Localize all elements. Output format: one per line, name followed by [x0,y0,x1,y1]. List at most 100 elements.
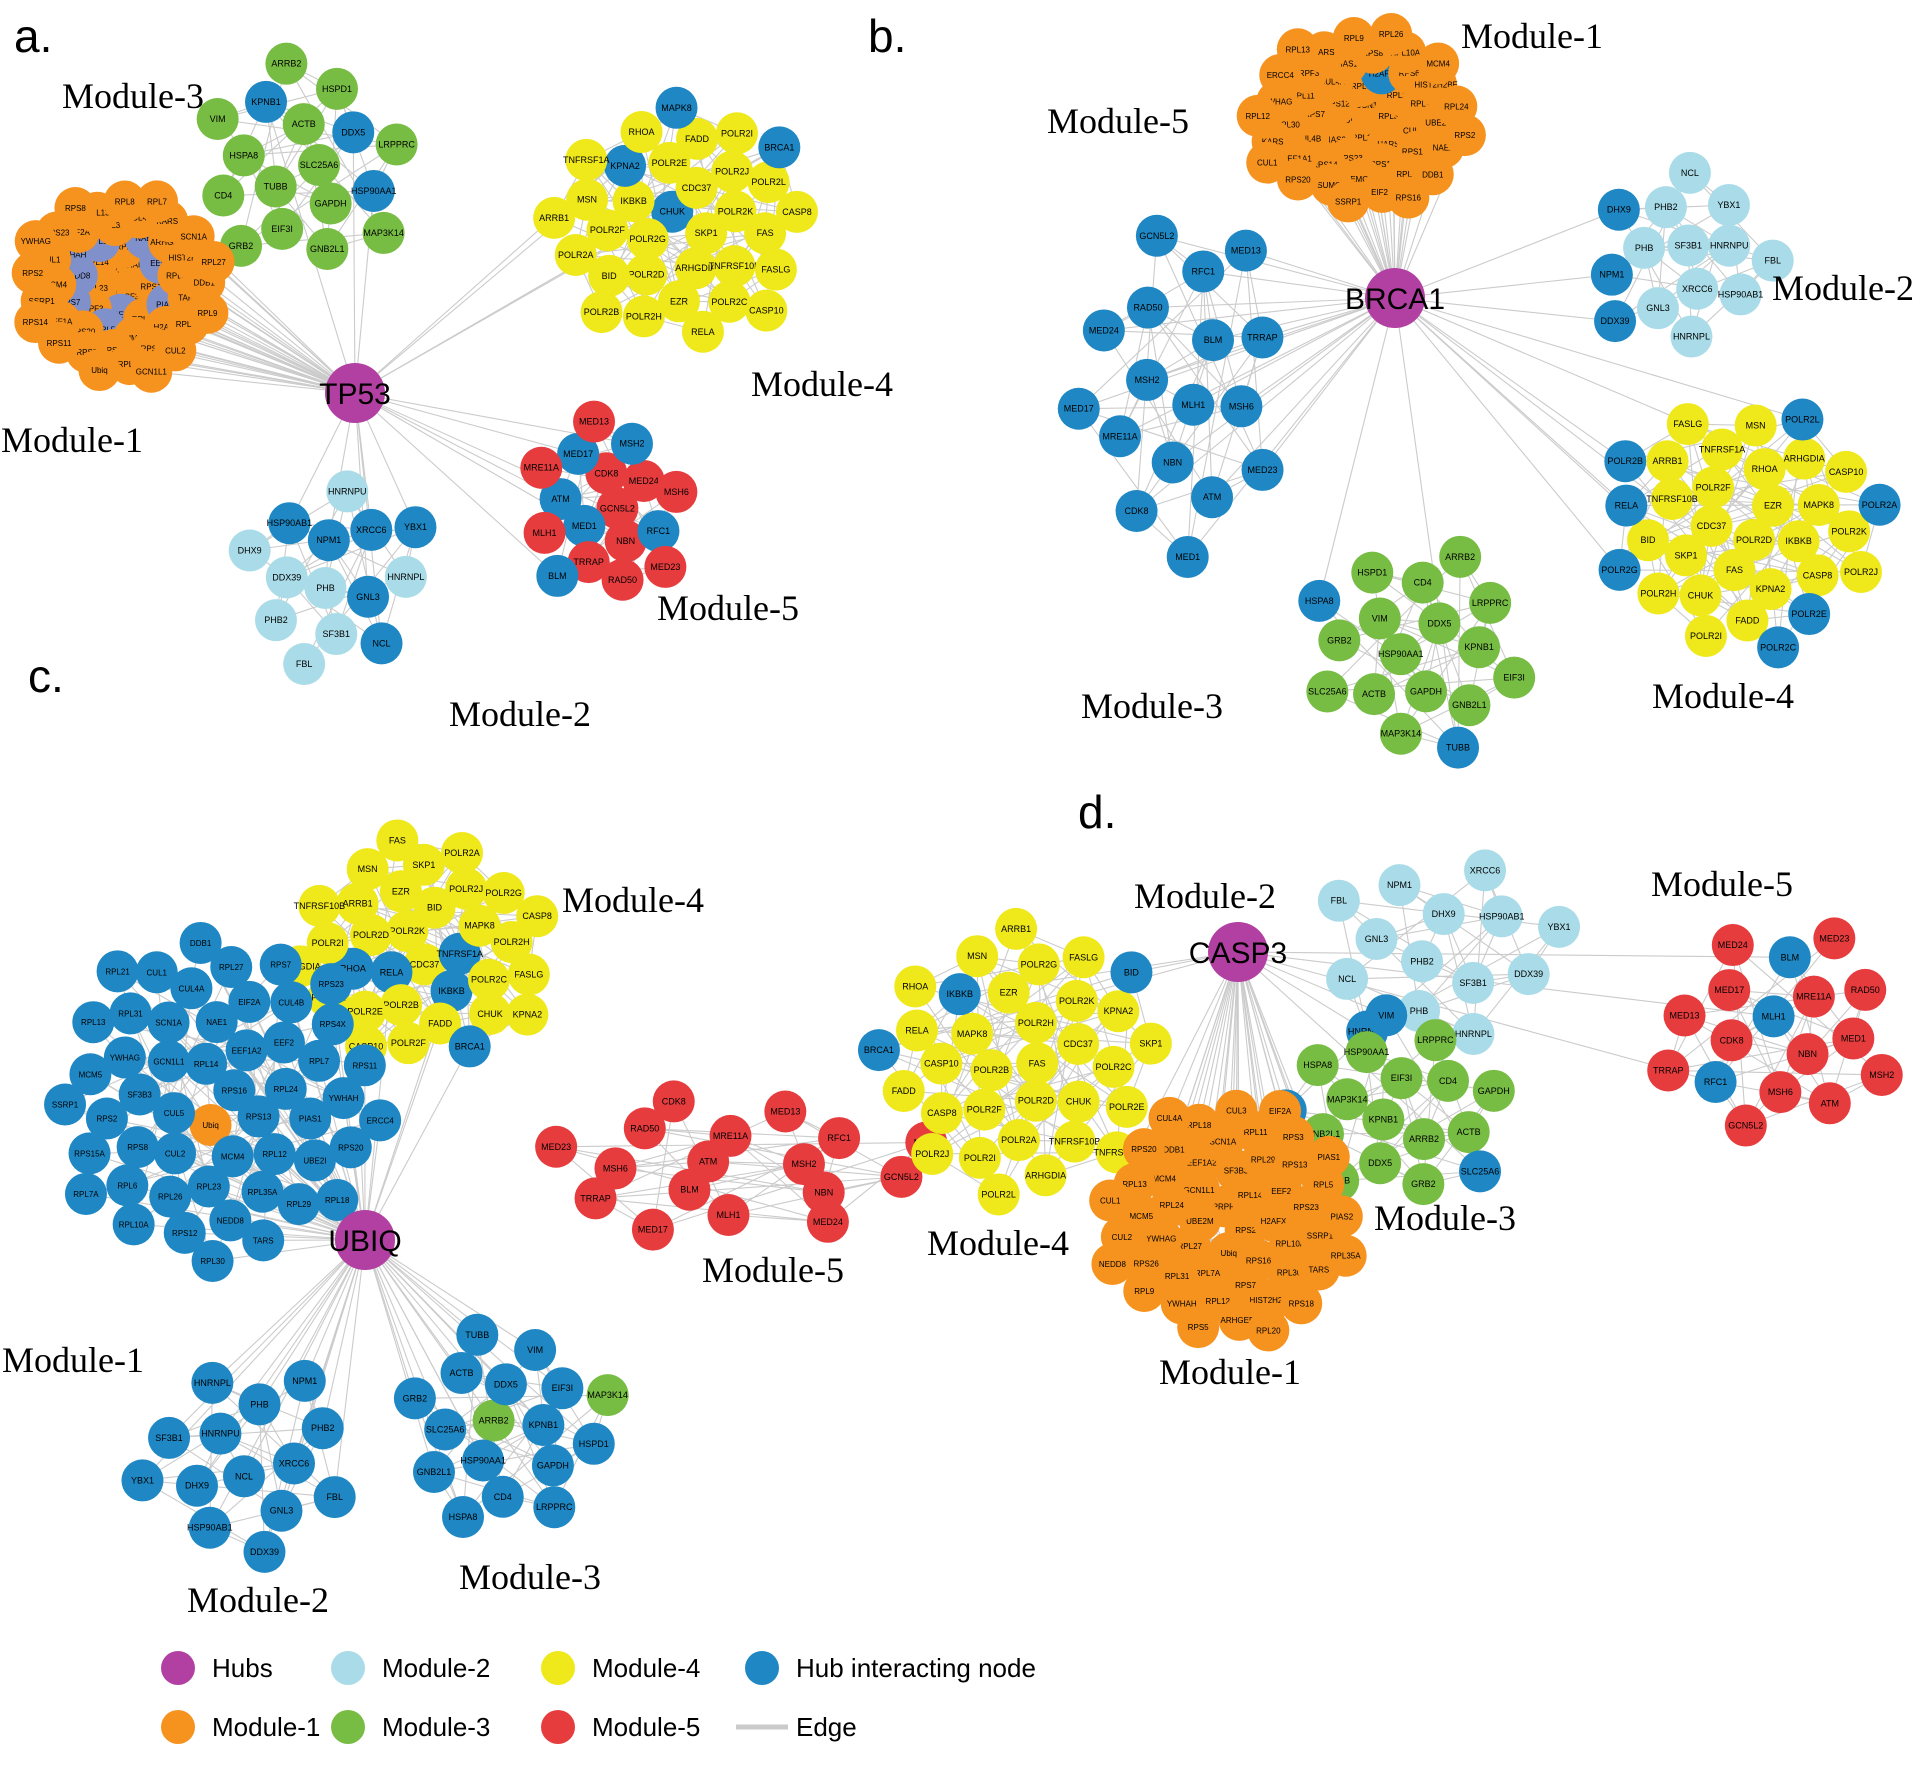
node-msh6[interactable] [1220,385,1263,428]
node-rpl8[interactable] [103,180,146,223]
node-rfc1[interactable] [1694,1061,1737,1104]
node-hnrnpu[interactable] [1708,224,1751,267]
node-rad50[interactable] [1844,968,1887,1011]
node-hspd1[interactable] [1351,551,1394,594]
node-xrcc6[interactable] [1676,267,1719,310]
node-map3k14[interactable] [1326,1078,1369,1121]
node-polr2b[interactable] [1604,440,1647,483]
node-casp10[interactable] [920,1042,963,1085]
node-hsp90aa1[interactable] [1379,633,1422,676]
node-ybx1[interactable] [1707,184,1750,227]
node-arhgdia[interactable] [1024,1154,1067,1197]
node-tnfrsf10b[interactable] [1053,1120,1096,1163]
node-msh2[interactable] [1860,1053,1903,1096]
node-cd4[interactable] [481,1475,524,1518]
node-kpnb1[interactable] [522,1404,565,1447]
node-rpl7a[interactable] [64,1172,107,1215]
node-hspa8[interactable] [442,1495,485,1538]
node-rpl7[interactable] [298,1039,341,1082]
node-cdc37[interactable] [403,943,446,986]
hub-node-brca1[interactable] [1365,268,1425,328]
node-fadd[interactable] [676,117,719,160]
node-rps7[interactable] [259,943,302,986]
node-sf3b1[interactable] [148,1416,191,1459]
node-rps23[interactable] [310,963,353,1006]
node-phb[interactable] [238,1383,281,1426]
node-fbl[interactable] [313,1476,356,1519]
node-xrcc6[interactable] [350,508,393,551]
node-tnfrsf10b[interactable] [1651,477,1694,520]
node-eif3i[interactable] [1380,1057,1423,1100]
node-polr2i[interactable] [1684,614,1727,657]
node-ncl[interactable] [1668,151,1711,194]
node-nedd8[interactable] [209,1199,252,1242]
node-casp8[interactable] [920,1092,963,1135]
node-hsp90aa1[interactable] [462,1439,505,1482]
node-cul2[interactable] [154,1132,197,1175]
node-tnfrsf10b[interactable] [713,245,756,288]
node-nedd8[interactable] [1091,1242,1134,1285]
node-eif2a[interactable] [228,980,271,1023]
node-polr2e[interactable] [1788,593,1831,636]
node-hsp90aa1[interactable] [1345,1031,1388,1074]
node-polr2f[interactable] [387,1022,430,1065]
node-hspa8[interactable] [222,134,265,177]
node-hsp90ab1[interactable] [268,502,311,545]
node-gcn5l2[interactable] [1135,214,1178,257]
node-fadd[interactable] [882,1069,925,1112]
node-gnl3[interactable] [1636,287,1679,330]
node-hspa8[interactable] [1296,1044,1339,1087]
node-rps12[interactable] [163,1211,206,1254]
node-cdk8[interactable] [1710,1019,1753,1062]
node-polr2b[interactable] [580,291,623,334]
node-bid[interactable] [413,886,456,929]
node-polr2d[interactable] [350,914,393,957]
node-rpl18[interactable] [316,1178,359,1221]
node-polr2a[interactable] [554,234,597,277]
node-map3k14[interactable] [1379,712,1422,755]
node-gcn5l2[interactable] [880,1155,923,1198]
node-polr2f[interactable] [586,209,629,252]
node-gnb2l1[interactable] [412,1451,455,1494]
node-dhx9[interactable] [1422,893,1465,936]
node-casp10[interactable] [1825,450,1868,493]
node-brca1[interactable] [448,1025,491,1068]
node-rad50[interactable] [623,1107,666,1150]
node-ybx1[interactable] [121,1459,164,1502]
node-ezr[interactable] [987,971,1030,1014]
node-med1[interactable] [1166,535,1209,578]
node-polr2k[interactable] [1828,510,1871,553]
node-cdc37[interactable] [1690,504,1733,547]
node-actb[interactable] [440,1351,483,1394]
node-faslg[interactable] [1062,936,1105,979]
node-polr2g[interactable] [1598,548,1641,591]
node-rela[interactable] [370,951,413,994]
node-map3k14[interactable] [586,1374,629,1417]
node-kpnb1[interactable] [1362,1098,1405,1141]
node-ddx39[interactable] [1507,953,1550,996]
node-med23[interactable] [1813,917,1856,960]
node-hsp90aa1[interactable] [352,169,395,212]
node-sf3b1[interactable] [315,613,358,656]
node-ywhag[interactable] [14,220,57,263]
node-cdk8[interactable] [1115,490,1158,533]
node-tubb[interactable] [456,1313,499,1356]
node-hnrnpl[interactable] [191,1361,234,1404]
node-mapk8[interactable] [1797,484,1840,527]
node-polr2a[interactable] [1858,483,1901,526]
node-rad50[interactable] [601,558,644,601]
node-ybx1[interactable] [1538,905,1581,948]
node-brca1[interactable] [758,126,801,169]
node-msh2[interactable] [1126,358,1169,401]
node-dhx9[interactable] [175,1464,218,1507]
node-rhoa[interactable] [894,965,937,1008]
node-nbn[interactable] [604,520,647,563]
node-cul4a[interactable] [1148,1096,1191,1139]
node-mcm4[interactable] [211,1135,254,1178]
node-polr2k[interactable] [1055,979,1098,1022]
node-skp1[interactable] [1129,1022,1172,1065]
node-cul1[interactable] [1246,141,1289,184]
node-arrb1[interactable] [336,882,379,925]
node-actb[interactable] [1447,1111,1490,1154]
node-casp8[interactable] [1796,554,1839,597]
